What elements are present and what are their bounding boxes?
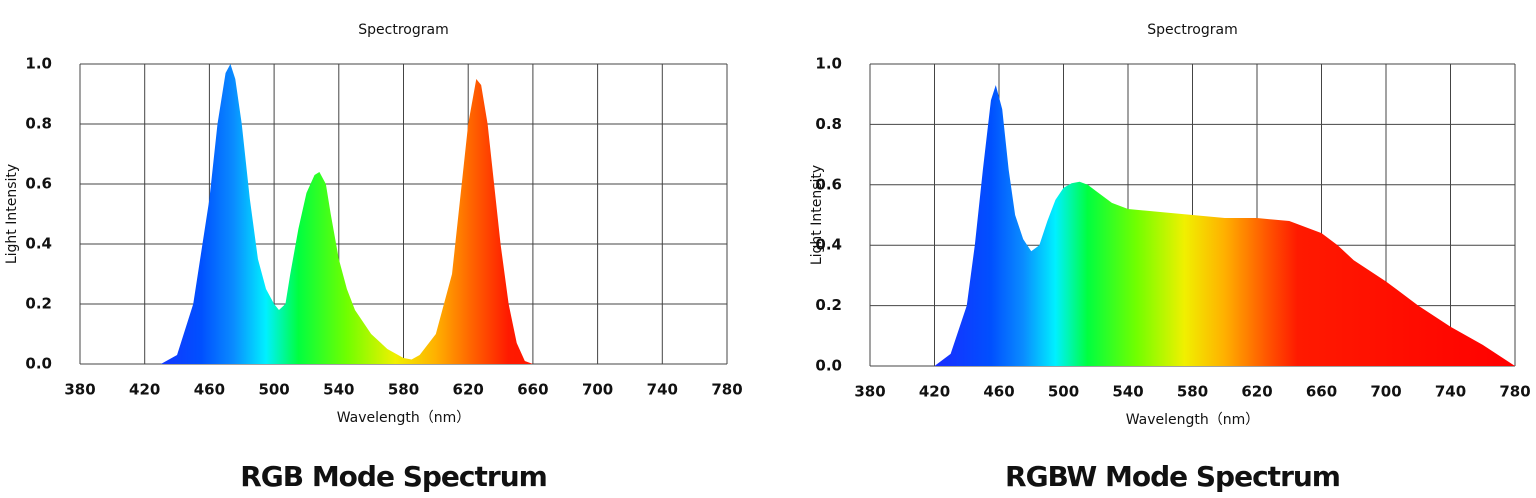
chart: Spectrogram 0.0 0.2 0.4 0.6 0.8 1.0 380 420 460 50… <box>4 22 743 493</box>
x-tick-label: 420 <box>919 383 950 401</box>
y-tick-label: 0.8 <box>25 115 52 133</box>
chart-title: Spectrogram <box>358 22 448 38</box>
chart-title: Spectrogram <box>1147 22 1237 38</box>
x-tick-label: 380 <box>64 381 95 399</box>
y-tick-label: 0.0 <box>815 357 842 375</box>
x-tick-label: 620 <box>1241 383 1272 401</box>
x-tick-label: 460 <box>983 383 1014 401</box>
y-tick-label: 0.4 <box>25 235 52 253</box>
spectrum-area <box>80 64 533 364</box>
x-tick-label: 660 <box>1306 383 1337 401</box>
x-tick-label: 700 <box>582 381 613 399</box>
x-tick-label: 580 <box>1177 383 1208 401</box>
y-tick-label: 0.6 <box>815 175 842 193</box>
x-tick-label: 740 <box>647 381 678 399</box>
chart-caption: RGBW Mode Spectrum <box>1005 460 1340 493</box>
x-tick-label: 780 <box>1499 383 1530 401</box>
y-axis-label: Light Intensity <box>809 165 825 265</box>
x-tick-label: 580 <box>388 381 419 399</box>
x-tick-label: 540 <box>323 381 354 399</box>
y-axis-label: Light Intensity <box>4 164 20 264</box>
x-axis-label: Wavelength（nm） <box>1126 412 1260 428</box>
y-tick-label: 0.2 <box>25 295 52 313</box>
chart: Spectrogram 0.0 0.2 0.4 0.6 0.8 1.0 380 420 460 50… <box>809 22 1531 493</box>
x-tick-label: 420 <box>129 381 160 399</box>
y-tick-label: 0.2 <box>815 296 842 314</box>
x-tick-label: 500 <box>1048 383 1079 401</box>
x-tick-label: 460 <box>194 381 225 399</box>
y-tick-label: 0.0 <box>25 355 52 373</box>
x-tick-label: 660 <box>517 381 548 399</box>
y-tick-label: 0.4 <box>815 236 842 254</box>
x-tick-label: 700 <box>1370 383 1401 401</box>
x-tick-label: 780 <box>711 381 742 399</box>
y-tick-label: 0.6 <box>25 175 52 193</box>
x-tick-label: 740 <box>1435 383 1466 401</box>
y-tick-label: 0.8 <box>815 115 842 133</box>
x-axis-label: Wavelength（nm） <box>337 410 471 426</box>
chart-caption: RGB Mode Spectrum <box>240 460 547 493</box>
y-tick-label: 1.0 <box>25 55 52 73</box>
x-tick-label: 500 <box>258 381 289 399</box>
x-tick-label: 540 <box>1112 383 1143 401</box>
spectrum-area <box>870 85 1515 366</box>
x-tick-label: 620 <box>453 381 484 399</box>
y-tick-label: 1.0 <box>815 55 842 73</box>
x-tick-label: 380 <box>854 383 885 401</box>
